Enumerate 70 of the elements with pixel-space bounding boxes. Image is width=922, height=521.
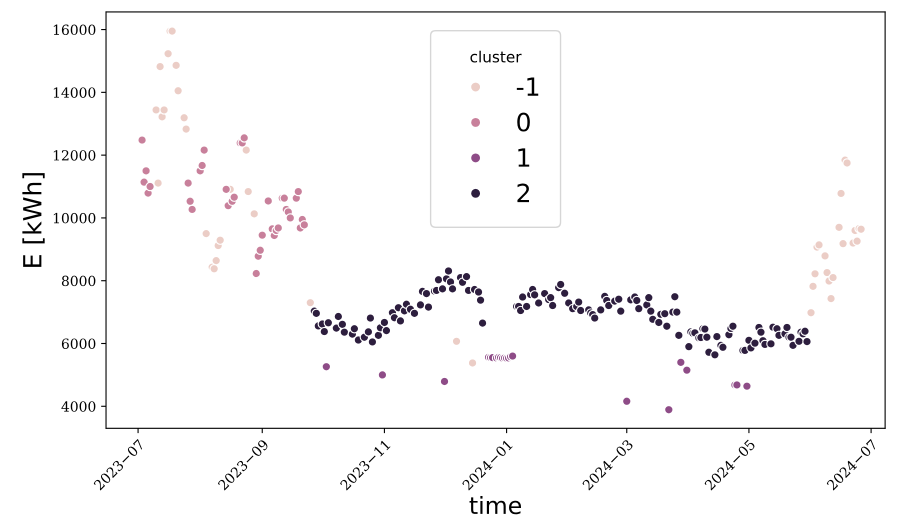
point	[155, 62, 165, 72]
point	[171, 60, 181, 70]
x-axis-title: time	[470, 496, 521, 514]
point	[242, 145, 251, 155]
point	[173, 86, 183, 96]
point	[151, 105, 161, 115]
point	[153, 178, 163, 188]
point	[187, 204, 197, 214]
point	[256, 246, 265, 255]
point	[440, 376, 450, 386]
point	[183, 178, 193, 188]
point	[286, 213, 296, 223]
point	[828, 272, 838, 282]
point	[294, 186, 304, 196]
point	[199, 145, 209, 155]
point	[250, 209, 259, 219]
point	[258, 230, 267, 240]
point	[826, 294, 836, 304]
point	[622, 396, 632, 406]
point	[137, 135, 147, 145]
point	[141, 166, 151, 176]
point	[842, 158, 852, 168]
point	[468, 358, 478, 368]
y-tick-label: 14000	[54, 87, 96, 98]
point	[229, 192, 239, 202]
point	[806, 308, 816, 318]
point	[211, 256, 221, 266]
y-tick-label: 12000	[54, 150, 96, 161]
point	[306, 298, 316, 308]
point	[852, 236, 862, 246]
point	[810, 269, 820, 279]
point	[264, 196, 273, 206]
point	[664, 405, 674, 414]
point	[838, 238, 848, 248]
point	[179, 113, 189, 122]
legend-label: -1	[516, 78, 538, 96]
y-axis-title: E [kWh]	[22, 173, 45, 267]
legend-label: 1	[518, 148, 530, 167]
point	[300, 220, 310, 230]
point	[274, 223, 283, 233]
point	[215, 235, 225, 245]
point	[820, 251, 830, 261]
point	[244, 186, 253, 196]
point	[452, 336, 462, 346]
point	[221, 184, 231, 194]
y-tick-label: 8000	[62, 276, 96, 286]
point	[378, 370, 388, 380]
point	[836, 188, 846, 198]
y-tick-label: 4000	[61, 401, 96, 412]
legend-title: cluster	[470, 50, 522, 63]
legend-label: 0	[517, 112, 530, 132]
legend-label: 2	[517, 184, 530, 202]
point	[322, 362, 332, 372]
y-tick-label: 16000	[54, 24, 96, 36]
point	[676, 358, 686, 368]
point	[185, 196, 195, 206]
point	[742, 381, 752, 391]
point	[240, 133, 249, 143]
point	[201, 228, 211, 238]
point	[197, 160, 207, 170]
point	[159, 105, 169, 115]
point	[145, 182, 155, 192]
y-tick-label: 6000	[62, 338, 96, 349]
point	[181, 124, 191, 134]
point	[834, 222, 844, 232]
point	[808, 282, 818, 292]
y-tick-label: 10000	[54, 212, 96, 224]
point	[252, 268, 261, 278]
point	[682, 365, 692, 375]
point	[163, 49, 173, 58]
